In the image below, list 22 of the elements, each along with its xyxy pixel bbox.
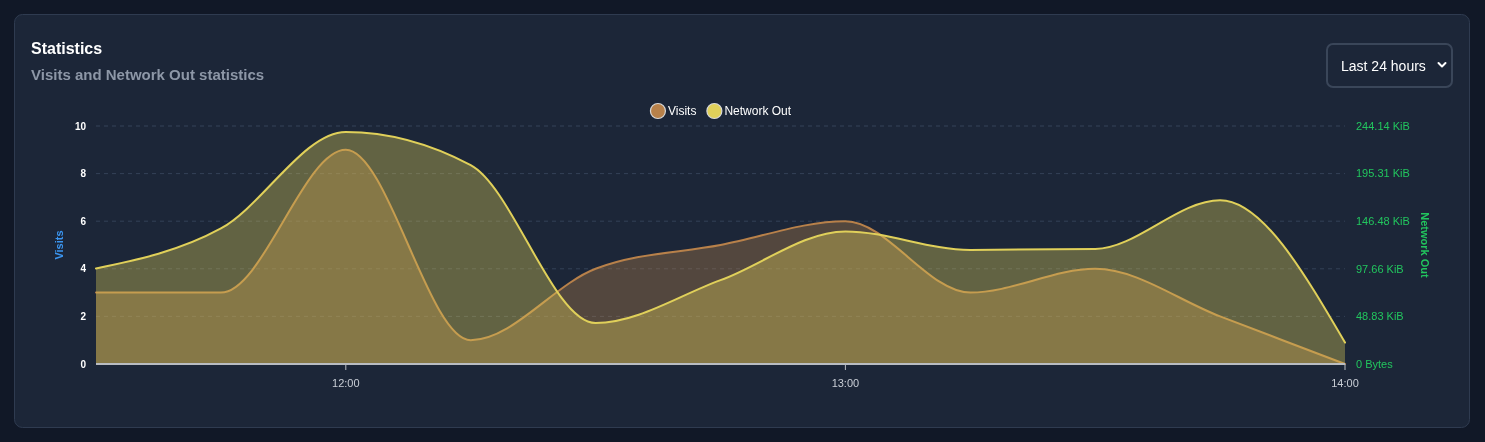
y-axis-title: Visits: [52, 230, 65, 260]
y2-axis-title: Network Out: [1419, 212, 1432, 279]
legend-label: Visits: [667, 104, 697, 119]
x-tick-label: 14:00: [1331, 377, 1359, 389]
y2-tick-label: 48.83 KiB: [1356, 310, 1404, 323]
y-tick-label: 10: [74, 120, 87, 132]
y2-tick-label: 97.66 KiB: [1356, 262, 1404, 275]
y-tick-label: 4: [80, 263, 87, 275]
y2-tick-label: 195.31 KiB: [1356, 167, 1410, 180]
y-tick-label: 8: [80, 168, 87, 180]
y2-tick-label: 146.48 KiB: [1356, 215, 1410, 228]
chart-subtitle: Visits and Network Out statistics: [31, 66, 265, 83]
legend-label: Network Out: [724, 104, 792, 119]
y2-tick-label: 244.14 KiB: [1356, 119, 1410, 132]
chart-title: Statistics: [31, 40, 103, 57]
x-tick-label: 12:00: [332, 377, 360, 389]
text: Last 24 hours: [1341, 57, 1426, 74]
y2-tick-label: 0 Bytes: [1356, 357, 1394, 370]
y-tick-label: 6: [80, 215, 87, 227]
x-tick-label: 13:00: [831, 377, 860, 389]
y-tick-label: 2: [80, 310, 87, 322]
y-tick-label: 0: [80, 358, 87, 370]
